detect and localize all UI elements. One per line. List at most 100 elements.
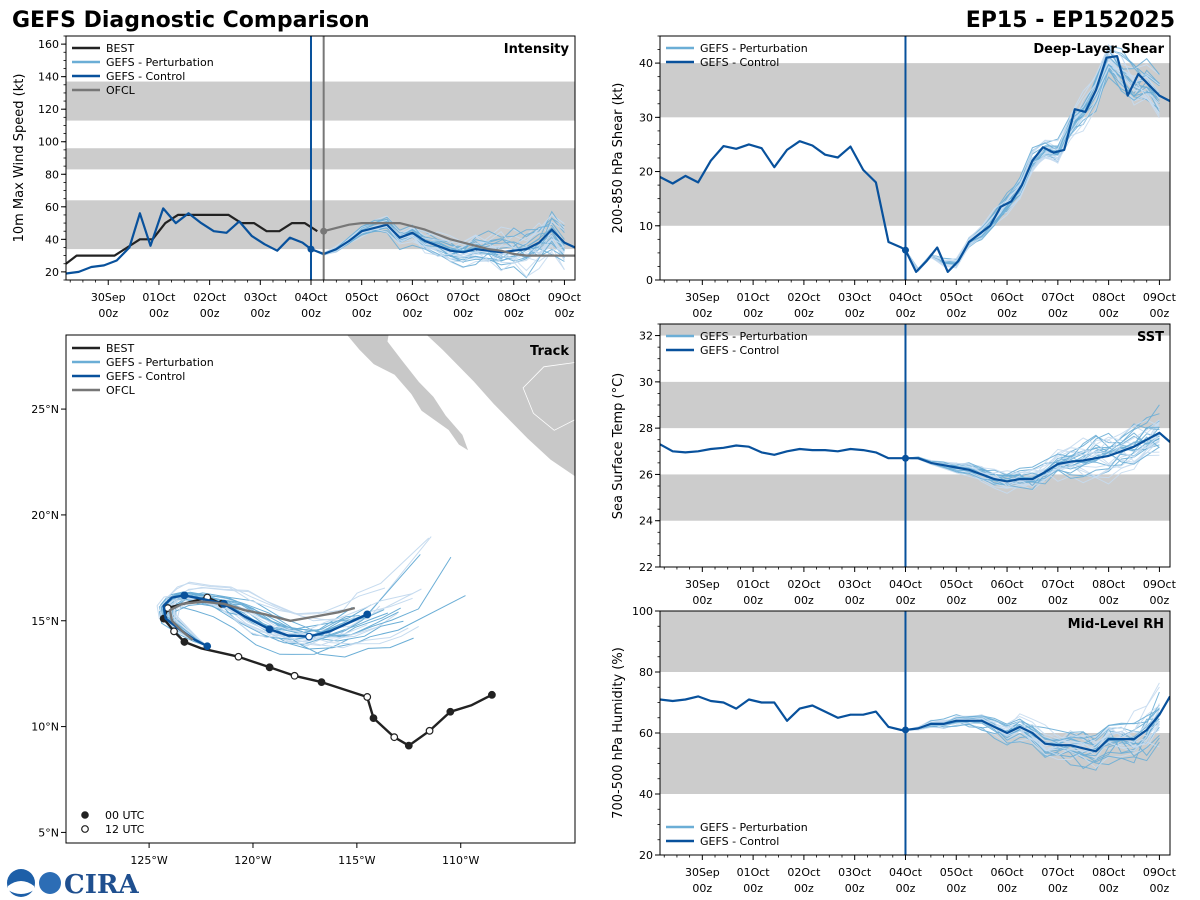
track-plot-area [156, 335, 575, 750]
intensity-xtick-day-label: 08Oct [497, 291, 531, 304]
rh-legend-label-control: GEFS - Control [700, 835, 779, 848]
sst-xtick-day-label: 30Sep [685, 578, 720, 591]
intensity-xtick-day-label: 30Sep [91, 291, 126, 304]
shear-xtick-day-label: 01Oct [737, 291, 771, 304]
figure-title-left: GEFS Diagnostic Comparison [12, 8, 370, 33]
intensity-ytick-label: 120 [38, 103, 59, 116]
intensity-xtick-hour-label: 00z [453, 307, 473, 320]
track-ytick-label: 5°N [38, 826, 59, 839]
sst-ylabel: Sea Surface Temp (°C) [611, 373, 626, 520]
shear-legend-label-control: GEFS - Control [700, 56, 779, 69]
sst-perturbation-member [905, 426, 1160, 483]
shear-xtick-hour-label: 00z [692, 307, 712, 320]
shear-xtick-day-label: 30Sep [685, 291, 720, 304]
track-best-point-00utc [369, 714, 378, 723]
track-legend-label-00utc: 00 UTC [105, 809, 145, 822]
track-legend-label-control: GEFS - Control [106, 370, 185, 383]
rh-xtick-hour-label: 00z [997, 882, 1017, 895]
track-legend-marker-12utc [81, 825, 89, 833]
intensity-band-2 [66, 81, 575, 121]
shear-xtick-hour-label: 00z [896, 307, 916, 320]
intensity-xtick-day-label: 05Oct [345, 291, 379, 304]
sst-xtick-hour-label: 00z [997, 594, 1017, 607]
sst-xtick-day-label: 09Oct [1143, 578, 1177, 591]
track-control-point-00utc [363, 610, 372, 619]
shear-init-dot [901, 246, 909, 254]
shear-xtick-day-label: 09Oct [1143, 291, 1177, 304]
intensity-ytick-label: 100 [38, 136, 59, 149]
intensity-ytick-label: 60 [45, 201, 59, 214]
shear-xtick-hour-label: 00z [794, 307, 814, 320]
rh-ytick-label: 20 [639, 849, 653, 862]
shear-perturbation-member [905, 56, 1160, 270]
track-best-point-00utc [265, 663, 274, 672]
sst-xtick-hour-label: 00z [692, 594, 712, 607]
shear-ytick-label: 20 [639, 166, 653, 179]
sst-plot-area [660, 324, 1170, 521]
shear-xtick-hour-label: 00z [1048, 307, 1068, 320]
panel-intensity: 10m Max Wind Speed (kt) 20 40 60 80 100 120 14… [12, 35, 582, 320]
track-best-point-12utc [234, 652, 243, 661]
figure-title-right: EP15 - EP152025 [966, 8, 1175, 33]
intensity-ofcl-line [323, 222, 575, 257]
intensity-band-1 [66, 148, 575, 170]
track-legend-label-ofcl: OFCL [106, 384, 136, 397]
rh-xtick-hour-label: 00z [794, 882, 814, 895]
rh-xtick-hour-label: 00z [692, 882, 712, 895]
shear-xtick-day-label: 03Oct [838, 291, 872, 304]
shear-plot-area [660, 43, 1170, 273]
intensity-xtick-hour-label: 00z [200, 307, 220, 320]
track-perturbation-member [167, 591, 385, 647]
track-ytick-label: 10°N [31, 721, 59, 734]
rh-xtick-day-label: 09Oct [1143, 866, 1177, 879]
rh-xtick-hour-label: 00z [1048, 882, 1068, 895]
shear-ylabel: 200-850 hPa Shear (kt) [611, 83, 626, 234]
panel-sst: Sea Surface Temp (°C) 22 24 26 28 30 32 30Sep 0… [611, 323, 1177, 607]
land-mass-shape [344, 335, 575, 478]
cira-globe-icon [39, 872, 61, 894]
sst-xtick-day-label: 07Oct [1041, 578, 1075, 591]
sst-ytick-label: 28 [639, 422, 653, 435]
track-best-point-00utc [487, 690, 496, 699]
rh-xtick-hour-label: 00z [845, 882, 865, 895]
sst-xtick-day-label: 06Oct [991, 578, 1025, 591]
sst-xtick-day-label: 01Oct [737, 578, 771, 591]
track-legend-label-best: BEST [106, 342, 134, 355]
track-xtick-label: 125°W [130, 854, 167, 867]
sst-panel-title: SST [1137, 330, 1164, 345]
sst-legend-label-control: GEFS - Control [700, 344, 779, 357]
sst-init-dot [901, 454, 909, 462]
rh-ytick-label: 100 [632, 605, 653, 618]
rh-xtick-hour-label: 00z [896, 882, 916, 895]
rh-xtick-day-label: 01Oct [737, 866, 771, 879]
sst-xtick-day-label: 03Oct [838, 578, 872, 591]
intensity-perturbation-member [310, 213, 565, 254]
shear-xtick-hour-label: 00z [997, 307, 1017, 320]
intensity-xtick-hour-label: 00z [149, 307, 169, 320]
track-control-point-00utc [180, 591, 189, 600]
shear-xtick-hour-label: 00z [1150, 307, 1170, 320]
track-xtick-label: 115°W [338, 854, 375, 867]
intensity-ytick-label: 140 [38, 71, 59, 84]
intensity-ytick-label: 160 [38, 38, 59, 51]
intensity-xtick-day-label: 09Oct [548, 291, 582, 304]
intensity-xtick-day-label: 04Oct [294, 291, 328, 304]
track-frame [65, 334, 576, 844]
sst-ytick-label: 22 [639, 561, 653, 574]
shear-ytick-label: 30 [639, 111, 653, 124]
rh-init-dot [901, 726, 909, 734]
panel-rh: 700-500 hPa Humidity (%) 20 40 60 80 100 30Se… [611, 605, 1177, 895]
shear-xtick-day-label: 06Oct [991, 291, 1025, 304]
sst-perturbation-member [905, 419, 1160, 484]
track-best-point-00utc [446, 707, 455, 716]
intensity-xtick-hour-label: 00z [301, 307, 321, 320]
track-best-point-12utc [363, 693, 372, 701]
intensity-control-line [66, 207, 575, 275]
sst-frame [659, 323, 1171, 568]
shear-ytick-label: 0 [646, 274, 653, 287]
intensity-init-dot [307, 245, 315, 253]
shear-legend-label-perturbation: GEFS - Perturbation [700, 42, 808, 55]
intensity-xtick-day-label: 06Oct [396, 291, 430, 304]
track-best-point-12utc [390, 733, 399, 742]
track-legend-label-perturbation: GEFS - Perturbation [106, 356, 214, 369]
